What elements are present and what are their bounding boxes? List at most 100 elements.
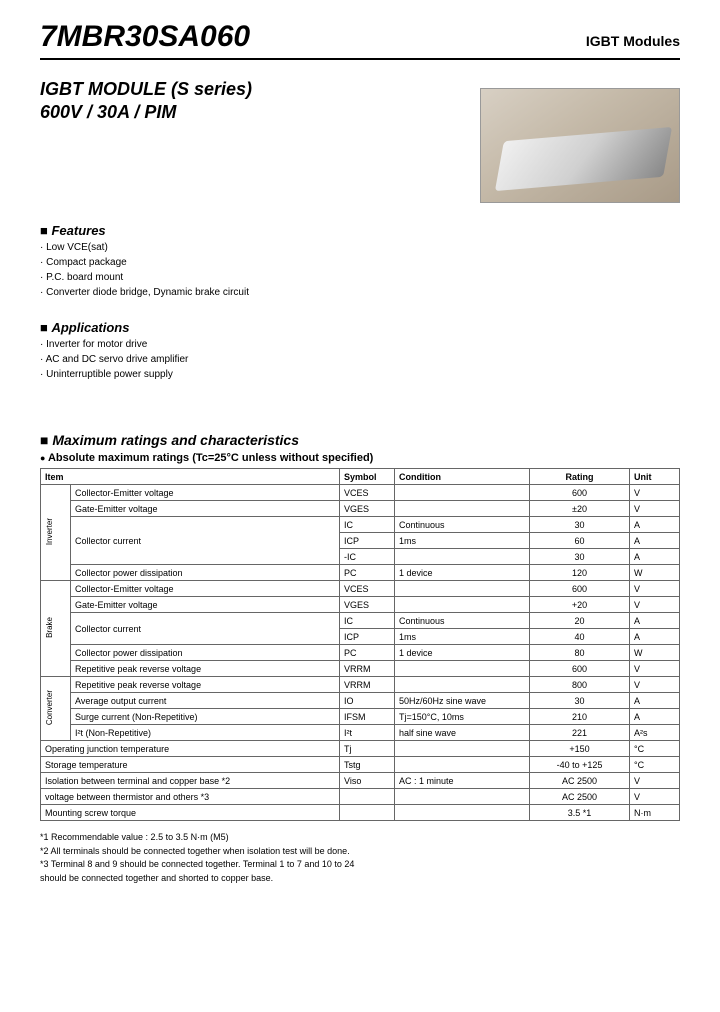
cond-cell: 1 device	[395, 645, 530, 661]
symbol-cell: IO	[340, 693, 395, 709]
unit-cell: V	[630, 485, 680, 501]
unit-cell: A	[630, 613, 680, 629]
symbol-cell: VCES	[340, 581, 395, 597]
symbol-cell: I²t	[340, 725, 395, 741]
item-cell: Collector-Emitter voltage	[71, 581, 340, 597]
rating-cell: 20	[530, 613, 630, 629]
col-rating: Rating	[530, 469, 630, 485]
table-row: InverterCollector-Emitter voltageVCES600…	[41, 485, 680, 501]
cond-cell	[395, 485, 530, 501]
rating-cell: -40 to +125	[530, 757, 630, 773]
item-cell: Mounting screw torque	[41, 805, 340, 821]
ratings-heading: Maximum ratings and characteristics	[40, 432, 680, 448]
table-row: Mounting screw torque 3.5 *1N·m	[41, 805, 680, 821]
item-cell: Surge current (Non-Repetitive)	[71, 709, 340, 725]
divider	[40, 58, 680, 60]
symbol-cell	[340, 789, 395, 805]
table-row: ConverterRepetitive peak reverse voltage…	[41, 677, 680, 693]
cond-cell: 1 device	[395, 565, 530, 581]
rating-cell: 40	[530, 629, 630, 645]
item-cell: Collector-Emitter voltage	[71, 485, 340, 501]
cond-cell: half sine wave	[395, 725, 530, 741]
rating-cell: 3.5 *1	[530, 805, 630, 821]
item-cell: Storage temperature	[41, 757, 340, 773]
unit-cell: V	[630, 789, 680, 805]
ratings-subheading: Absolute maximum ratings (Tc=25°C unless…	[40, 452, 680, 464]
footnote: *1 Recommendable value : 2.5 to 3.5 N·m …	[50, 831, 680, 845]
item-cell: Isolation between terminal and copper ba…	[41, 773, 340, 789]
cond-cell	[395, 677, 530, 693]
table-row: Average output currentIO50Hz/60Hz sine w…	[41, 693, 680, 709]
symbol-cell	[340, 805, 395, 821]
header-row: 7MBR30SA060 IGBT Modules	[40, 20, 680, 54]
symbol-cell: VRRM	[340, 677, 395, 693]
cond-cell	[395, 581, 530, 597]
table-row: voltage between thermistor and others *3…	[41, 789, 680, 805]
unit-cell: A	[630, 533, 680, 549]
unit-cell: A	[630, 693, 680, 709]
title-block: IGBT MODULE (S series) 600V / 30A / PIM	[40, 78, 680, 203]
item-cell: Collector power dissipation	[71, 645, 340, 661]
item-cell: Gate-Emitter voltage	[71, 597, 340, 613]
rating-cell: 120	[530, 565, 630, 581]
symbol-cell: IC	[340, 613, 395, 629]
rating-cell: +150	[530, 741, 630, 757]
cond-cell: 1ms	[395, 533, 530, 549]
rating-cell: 800	[530, 677, 630, 693]
applications-section: Applications Inverter for motor drive AC…	[40, 320, 680, 382]
footnotes: *1 Recommendable value : 2.5 to 3.5 N·m …	[40, 831, 680, 885]
unit-cell: W	[630, 565, 680, 581]
unit-cell: V	[630, 773, 680, 789]
cond-cell	[395, 789, 530, 805]
rating-cell: ±20	[530, 501, 630, 517]
table-row: Collector currentICContinuous30A	[41, 517, 680, 533]
features-list: Low VCE(sat) Compact package P.C. board …	[40, 240, 680, 300]
rating-cell: 30	[530, 693, 630, 709]
symbol-cell: ICP	[340, 533, 395, 549]
cond-cell: AC : 1 minute	[395, 773, 530, 789]
col-item: Item	[41, 469, 340, 485]
symbol-cell: -IC	[340, 549, 395, 565]
rating-cell: 30	[530, 549, 630, 565]
rating-cell: 60	[530, 533, 630, 549]
cond-cell	[395, 741, 530, 757]
symbol-cell: VGES	[340, 597, 395, 613]
title-text: IGBT MODULE (S series) 600V / 30A / PIM	[40, 78, 252, 125]
group-cell: Brake	[41, 581, 71, 677]
unit-cell: N·m	[630, 805, 680, 821]
rating-cell: 30	[530, 517, 630, 533]
unit-cell: V	[630, 661, 680, 677]
table-row: BrakeCollector-Emitter voltageVCES600V	[41, 581, 680, 597]
applications-heading: Applications	[40, 320, 680, 335]
rating-cell: 600	[530, 581, 630, 597]
cond-cell	[395, 597, 530, 613]
rating-cell: 600	[530, 485, 630, 501]
cond-cell	[395, 549, 530, 565]
cond-cell: Tj=150°C, 10ms	[395, 709, 530, 725]
category: IGBT Modules	[586, 33, 680, 49]
symbol-cell: Viso	[340, 773, 395, 789]
application-item: AC and DC servo drive amplifier	[40, 352, 680, 367]
symbol-cell: VRRM	[340, 661, 395, 677]
footnote: *2 All terminals should be connected tog…	[50, 845, 680, 859]
item-cell: Repetitive peak reverse voltage	[71, 677, 340, 693]
table-row: Surge current (Non-Repetitive)IFSMTj=150…	[41, 709, 680, 725]
cond-cell: 50Hz/60Hz sine wave	[395, 693, 530, 709]
footnote: should be connected together and shorted…	[50, 872, 680, 886]
application-item: Uninterruptible power supply	[40, 367, 680, 382]
unit-cell: A	[630, 517, 680, 533]
table-row: Storage temperatureTstg-40 to +125°C	[41, 757, 680, 773]
cond-cell: Continuous	[395, 613, 530, 629]
col-cond: Condition	[395, 469, 530, 485]
applications-list: Inverter for motor drive AC and DC servo…	[40, 337, 680, 382]
feature-item: P.C. board mount	[40, 270, 680, 285]
unit-cell: A	[630, 709, 680, 725]
unit-cell: A²s	[630, 725, 680, 741]
symbol-cell: IFSM	[340, 709, 395, 725]
item-cell: Operating junction temperature	[41, 741, 340, 757]
table-row: Gate-Emitter voltageVGES+20V	[41, 597, 680, 613]
item-cell: I²t (Non-Repetitive)	[71, 725, 340, 741]
rating-cell: 600	[530, 661, 630, 677]
module-title-2: 600V / 30A / PIM	[40, 101, 252, 124]
unit-cell: °C	[630, 757, 680, 773]
